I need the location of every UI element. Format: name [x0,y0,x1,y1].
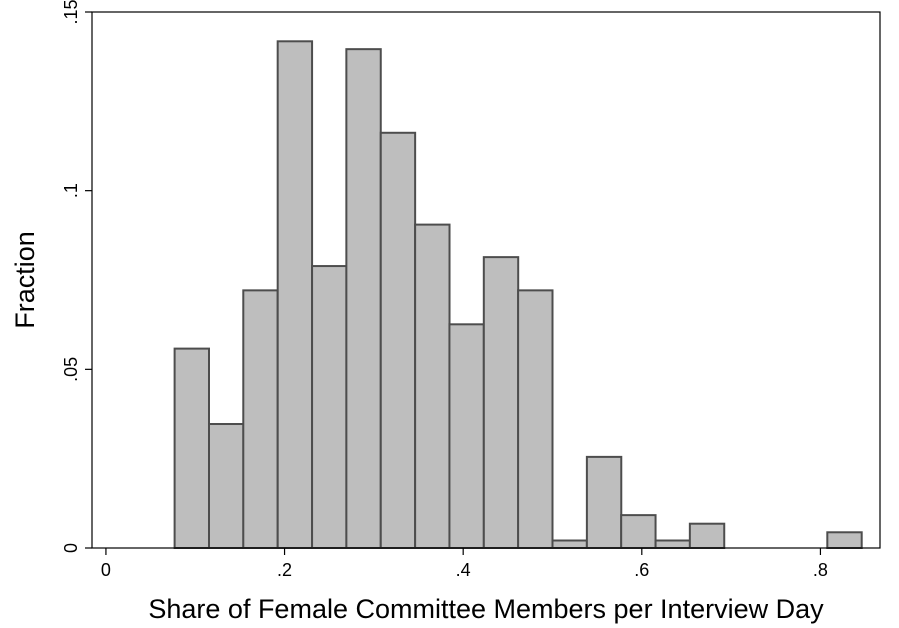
x-tick-label-1: .2 [277,560,292,580]
y-tick-label-0: 0 [61,543,81,553]
x-tick-label-0: 0 [101,560,111,580]
histogram-bar-10 [517,289,554,549]
x-tick-label-2: .4 [456,560,471,580]
histogram-bar-12 [585,455,623,550]
y-tick-label-1: .05 [61,357,81,382]
histogram-bar-9 [482,256,520,549]
x-tick-label-3: .6 [634,560,649,580]
x-axis-title: Share of Female Committee Members per In… [148,594,824,624]
y-axis-title: Fraction [10,231,40,329]
histogram-bar-16 [826,531,863,550]
y-tick-label-2: .1 [61,183,81,198]
bars-group [173,40,863,550]
histogram-bar-2 [242,289,279,549]
histogram-bar-14 [654,539,691,549]
y-axis: 0 .05 .1 .15 [61,0,92,553]
histogram-bar-5 [345,48,382,549]
histogram-bar-6 [379,131,417,549]
histogram-bar-4 [311,265,348,549]
histogram-bar-1 [208,423,245,550]
plot-frame [91,11,881,549]
histogram-bar-15 [688,522,726,550]
histogram-bar-0 [173,347,210,549]
histogram-bar-8 [448,323,485,549]
x-tick-label-4: .8 [813,560,828,580]
histogram-bar-7 [414,223,451,550]
y-tick-label-3: .15 [61,0,81,25]
histogram-bar-13 [620,514,657,550]
histogram-bar-11 [551,539,588,549]
histogram-bar-3 [276,40,314,550]
x-axis: 0 .2 .4 .6 .8 [101,548,828,580]
